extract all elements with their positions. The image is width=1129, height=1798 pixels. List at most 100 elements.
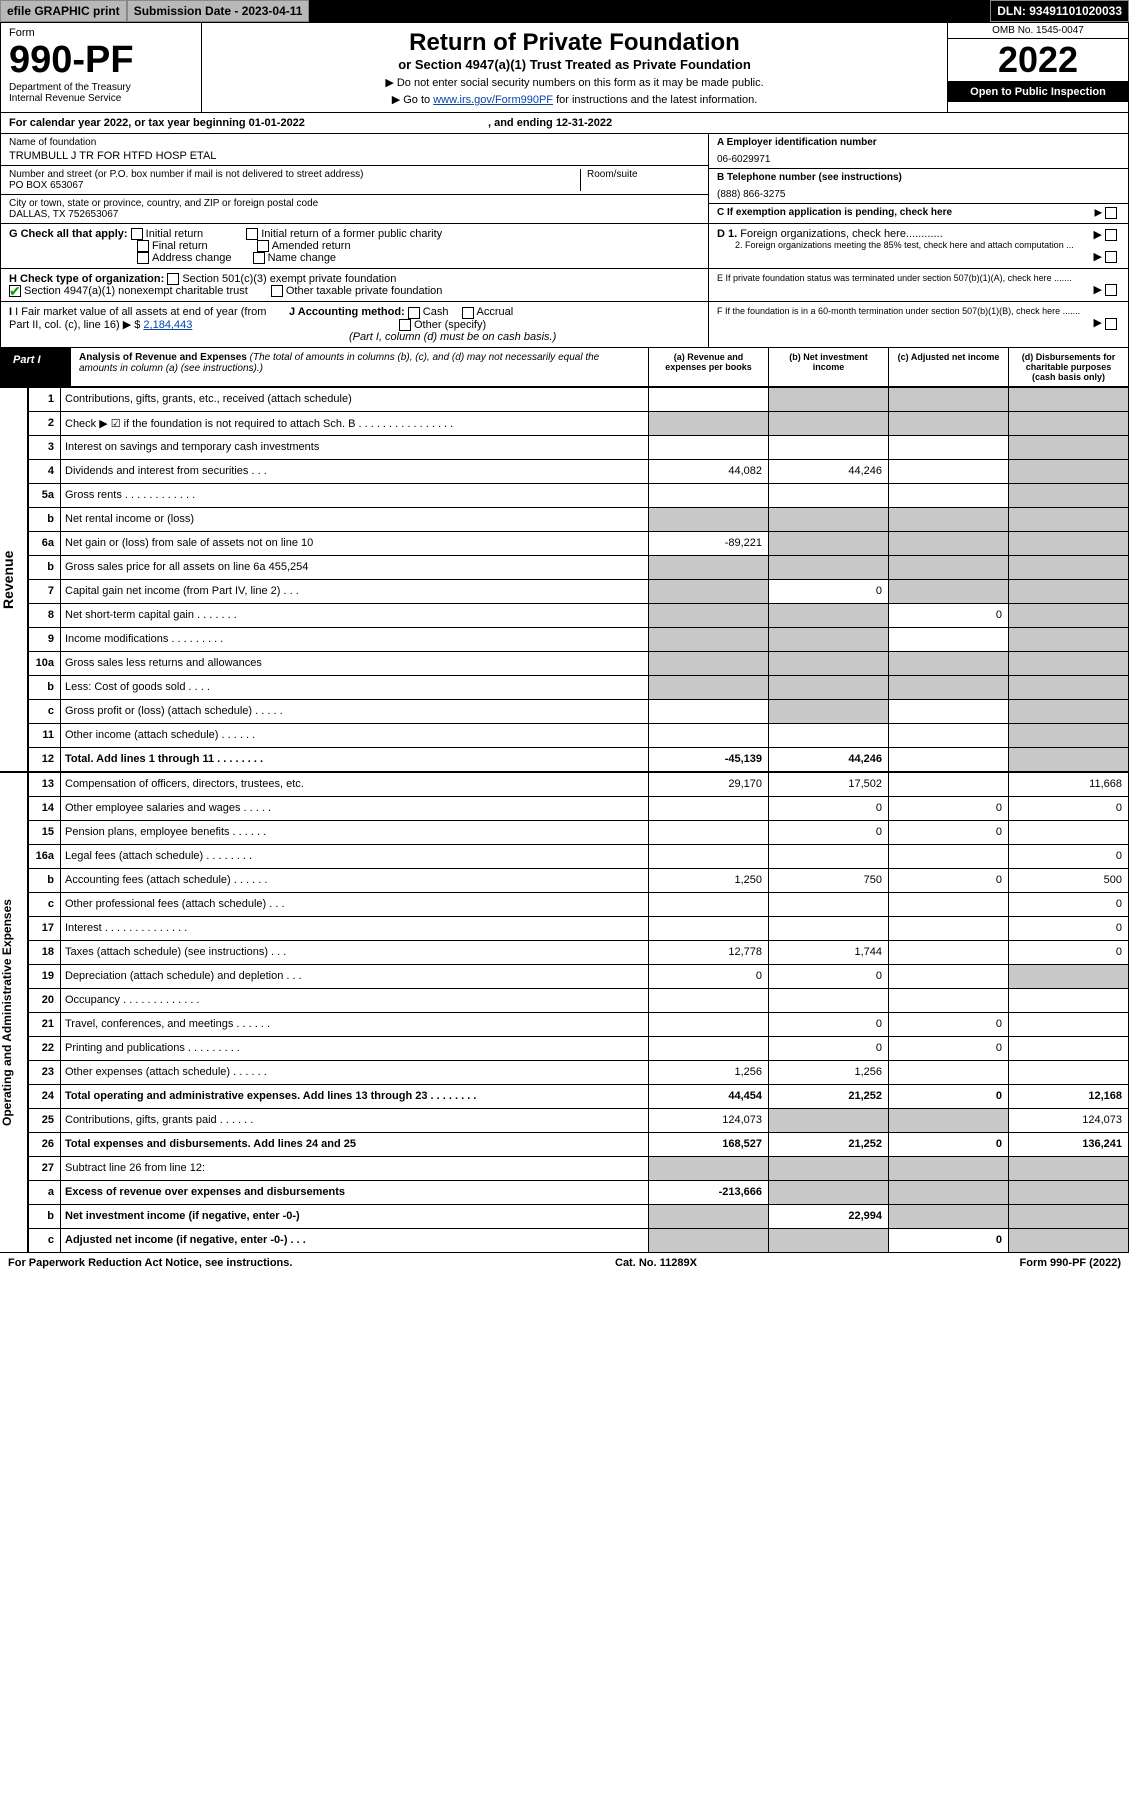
- city: DALLAS, TX 752653067: [9, 209, 700, 220]
- table-row: 6aNet gain or (loss) from sale of assets…: [29, 531, 1129, 555]
- pra-notice: For Paperwork Reduction Act Notice, see …: [8, 1257, 292, 1269]
- form-label: Form: [9, 27, 193, 39]
- submission-date: Submission Date - 2023-04-11: [127, 0, 310, 22]
- table-row: 5aGross rents . . . . . . . . . . . .: [29, 483, 1129, 507]
- g-final-return[interactable]: [137, 240, 149, 252]
- table-row: 20Occupancy . . . . . . . . . . . . .: [29, 988, 1129, 1012]
- dept: Department of the Treasury: [9, 82, 193, 93]
- c-label: C If exemption application is pending, c…: [717, 207, 952, 218]
- table-row: bAccounting fees (attach schedule) . . .…: [29, 868, 1129, 892]
- table-row: 21Travel, conferences, and meetings . . …: [29, 1012, 1129, 1036]
- address: PO BOX 653067: [9, 180, 580, 191]
- tax-year: 2022: [948, 39, 1128, 82]
- omb-number: OMB No. 1545-0047: [948, 23, 1128, 39]
- table-row: 11Other income (attach schedule) . . . .…: [29, 723, 1129, 747]
- table-row: 7Capital gain net income (from Part IV, …: [29, 579, 1129, 603]
- d1-checkbox[interactable]: [1105, 229, 1117, 241]
- g-amended[interactable]: [257, 240, 269, 252]
- part1-tab: Part I: [1, 348, 71, 386]
- d2-checkbox[interactable]: [1105, 251, 1117, 263]
- g-initial-return[interactable]: [131, 228, 143, 240]
- form-number: 990-PF: [9, 39, 193, 82]
- table-row: 12Total. Add lines 1 through 11 . . . . …: [29, 747, 1129, 771]
- g-initial-former[interactable]: [246, 228, 258, 240]
- d1-label: D 1. D 1. Foreign organizations, check h…: [717, 228, 1120, 240]
- table-row: 3Interest on savings and temporary cash …: [29, 435, 1129, 459]
- catalog-no: Cat. No. 11289X: [615, 1257, 697, 1269]
- j-other[interactable]: [399, 319, 411, 331]
- col-a: (a) Revenue and expenses per books: [648, 348, 768, 386]
- form-note2: ▶ Go to www.irs.gov/Form990PF for instru…: [208, 93, 941, 106]
- table-row: 22Printing and publications . . . . . . …: [29, 1036, 1129, 1060]
- identity-block: Name of foundation TRUMBULL J TR FOR HTF…: [0, 134, 1129, 224]
- part1-header: Part I Analysis of Revenue and Expenses …: [0, 348, 1129, 387]
- table-row: cAdjusted net income (if negative, enter…: [29, 1228, 1129, 1252]
- table-row: bNet investment income (if negative, ent…: [29, 1204, 1129, 1228]
- table-row: 4Dividends and interest from securities …: [29, 459, 1129, 483]
- table-row: bNet rental income or (loss): [29, 507, 1129, 531]
- table-row: 13Compensation of officers, directors, t…: [29, 772, 1129, 796]
- table-row: 18Taxes (attach schedule) (see instructi…: [29, 940, 1129, 964]
- table-row: 15Pension plans, employee benefits . . .…: [29, 820, 1129, 844]
- f-checkbox[interactable]: [1105, 318, 1117, 330]
- c-checkbox[interactable]: [1105, 207, 1117, 219]
- h-section: H Check type of organization: Section 50…: [9, 273, 700, 297]
- revenue-side-label: Revenue: [0, 387, 28, 772]
- g-address-change[interactable]: [137, 252, 149, 264]
- city-label: City or town, state or province, country…: [9, 198, 700, 209]
- efile-topbar: efile GRAPHIC print Submission Date - 20…: [0, 0, 1129, 22]
- g-section: G Check all that apply: Initial return I…: [9, 228, 700, 264]
- addr-label: Number and street (or P.O. box number if…: [9, 169, 580, 180]
- instructions-link[interactable]: www.irs.gov/Form990PF: [433, 94, 553, 106]
- table-row: 24Total operating and administrative exp…: [29, 1084, 1129, 1108]
- table-row: 27Subtract line 26 from line 12:: [29, 1156, 1129, 1180]
- name-label: Name of foundation: [9, 137, 700, 148]
- j-accrual[interactable]: [462, 307, 474, 319]
- table-row: 23Other expenses (attach schedule) . . .…: [29, 1060, 1129, 1084]
- table-row: 9Income modifications . . . . . . . . .: [29, 627, 1129, 651]
- form-note1: ▶ Do not enter social security numbers o…: [208, 76, 941, 89]
- col-d: (d) Disbursements for charitable purpose…: [1008, 348, 1128, 386]
- expenses-table: 13Compensation of officers, directors, t…: [28, 772, 1129, 1253]
- table-row: bGross sales price for all assets on lin…: [29, 555, 1129, 579]
- f-label: F If the foundation is in a 60-month ter…: [717, 306, 1120, 316]
- d2-label: 2. Foreign organizations meeting the 85%…: [717, 240, 1120, 250]
- col-b: (b) Net investment income: [768, 348, 888, 386]
- telephone: (888) 866-3275: [717, 183, 785, 200]
- h-501c3[interactable]: [167, 273, 179, 285]
- table-row: 8Net short-term capital gain . . . . . .…: [29, 603, 1129, 627]
- foundation-name: TRUMBULL J TR FOR HTFD HOSP ETAL: [9, 148, 700, 162]
- j-cash[interactable]: [408, 307, 420, 319]
- irs: Internal Revenue Service: [9, 93, 193, 104]
- col-c: (c) Adjusted net income: [888, 348, 1008, 386]
- table-row: 10aGross sales less returns and allowanc…: [29, 651, 1129, 675]
- open-inspection: Open to Public Inspection: [948, 82, 1128, 102]
- table-row: 1Contributions, gifts, grants, etc., rec…: [29, 387, 1129, 411]
- ein: 06-6029971: [717, 148, 770, 165]
- table-row: cOther professional fees (attach schedul…: [29, 892, 1129, 916]
- table-row: 17Interest . . . . . . . . . . . . . .0: [29, 916, 1129, 940]
- ein-label: A Employer identification number: [717, 137, 877, 148]
- tel-label: B Telephone number (see instructions): [717, 172, 902, 183]
- fmv-value: 2,184,443: [143, 319, 192, 331]
- table-row: bLess: Cost of goods sold . . . .: [29, 675, 1129, 699]
- table-row: cGross profit or (loss) (attach schedule…: [29, 699, 1129, 723]
- calendar-year: For calendar year 2022, or tax year begi…: [0, 113, 1129, 134]
- dln: DLN: 93491101020033: [990, 0, 1129, 22]
- table-row: 16aLegal fees (attach schedule) . . . . …: [29, 844, 1129, 868]
- revenue-table: 1Contributions, gifts, grants, etc., rec…: [28, 387, 1129, 772]
- g-name-change[interactable]: [253, 252, 265, 264]
- form-header: Form 990-PF Department of the Treasury I…: [0, 22, 1129, 113]
- h-other-taxable[interactable]: [271, 285, 283, 297]
- table-row: 26Total expenses and disbursements. Add …: [29, 1132, 1129, 1156]
- page-footer: For Paperwork Reduction Act Notice, see …: [0, 1253, 1129, 1273]
- form-title: Return of Private Foundation: [208, 29, 941, 57]
- expenses-side-label: Operating and Administrative Expenses: [0, 772, 28, 1253]
- efile-label: efile GRAPHIC print: [0, 0, 127, 22]
- h-4947[interactable]: [9, 285, 21, 297]
- i-section: I I Fair market value of all assets at e…: [9, 306, 269, 342]
- e-label: E If private foundation status was termi…: [717, 273, 1120, 283]
- j-section: J Accounting method: Cash Accrual Other …: [269, 306, 700, 342]
- e-checkbox[interactable]: [1105, 284, 1117, 296]
- table-row: 19Depreciation (attach schedule) and dep…: [29, 964, 1129, 988]
